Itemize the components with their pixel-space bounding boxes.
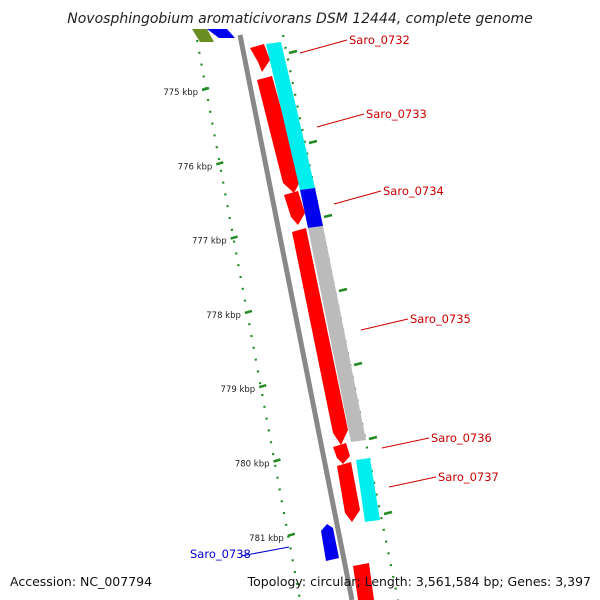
ruler-tick-label: 775 kbp [163,88,198,98]
gene-label[interactable]: Saro_0736 [431,431,492,445]
map-title: Novosphingobium aromaticivorans DSM 1244… [67,11,532,27]
ruler-tick-label: 777 kbp [192,237,227,247]
gene-Saro_0737-red [337,462,360,522]
genome-backbone [237,34,355,600]
ruler-tick-label: 781 kbp [249,534,284,544]
gene-Saro_0734-red [284,191,305,225]
topology-text: Topology: circular; Length: 3,561,584 bp… [247,574,591,589]
ruler-tick-mark [215,161,224,166]
gene-label[interactable]: Saro_0737 [438,470,499,484]
gene-Saro_0736-red [333,443,350,464]
ruler-ticks: 775 kbp 776 kbp 777 kbp 778 kbp 779 kbp 780 k… [163,86,296,544]
gene-label[interactable]: Saro_0734 [383,184,444,198]
accession-text: Accession: NC_007794 [10,574,153,589]
gene-label[interactable]: Saro_0738 [190,547,251,561]
feature-blue-top [207,29,235,38]
ruler-tick-label: 780 kbp [235,460,270,470]
gene-label-leaders [240,39,437,557]
right-ruler-ticks [288,49,393,516]
ruler-tick-mark [258,383,267,389]
ruler-tick-mark [273,458,281,463]
gene-Saro_0732-red [250,44,270,72]
gene-Saro_0734-blue [300,188,323,228]
ruler-tick-mark [244,309,253,315]
ruler-tick-label: 776 kbp [178,162,213,172]
gene-Saro_0738-blue [321,524,339,561]
gene-Saro_0733-red [257,76,301,193]
gene-label[interactable]: Saro_0732 [349,33,410,47]
ruler-tick-label: 779 kbp [221,385,256,395]
gene-label[interactable]: Saro_0735 [410,312,471,326]
gene-Saro_0735-red [292,228,348,445]
gene-Saro_0733-cyan [266,42,315,190]
ruler-tick-mark [230,235,238,240]
feature-olive-top [192,29,214,42]
ruler-tick-label: 778 kbp [206,311,241,321]
gene-labels: Saro_0732 Saro_0733 Saro_0734 Saro_0735 … [190,33,499,561]
gene-label[interactable]: Saro_0733 [366,107,427,121]
gene-Saro_0737-cyan [356,458,380,522]
gene-Saro_0735-gray [308,226,366,442]
ruler-tick-mark [201,86,210,92]
ruler-tick-mark [287,532,296,538]
gene-bottom-red [353,563,374,600]
